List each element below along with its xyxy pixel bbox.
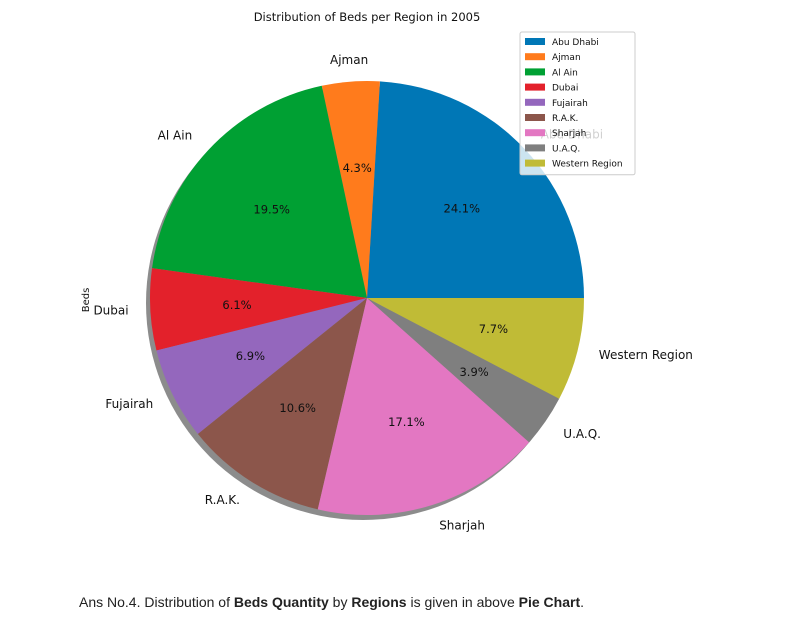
pct-label-u-a-q: 3.9%	[459, 365, 488, 379]
legend-swatch-al-ain	[525, 68, 545, 76]
caption-prefix: Ans No.4. Distribution of	[79, 594, 234, 610]
pct-label-al-ain: 19.5%	[253, 202, 290, 216]
category-label-sharjah: Sharjah	[439, 519, 485, 533]
category-label-western-region: Western Region	[599, 348, 693, 362]
pie-slice-u-a-q	[367, 298, 560, 443]
pct-label-fujairah: 6.9%	[236, 349, 265, 363]
legend-swatch-fujairah	[525, 98, 545, 106]
legend-swatch-r-a-k	[525, 114, 545, 121]
pct-label-abu-dhabi: 24.1%	[444, 202, 481, 216]
pie-slice-ajman	[321, 80, 380, 298]
pie-slice-fujairah	[156, 298, 367, 434]
pie-slice-abu-dhabi	[367, 81, 584, 298]
legend-swatch-western-region	[525, 159, 545, 167]
legend-label-ajman: Ajman	[552, 53, 581, 63]
pct-label-r-a-k: 10.6%	[279, 401, 316, 415]
legend-label-western-region: Western Region	[552, 160, 623, 170]
pie-slice-sharjah	[317, 298, 530, 515]
category-label-al-ain: Al Ain	[158, 128, 193, 142]
pie-slices	[150, 80, 584, 515]
legend-swatch-abu-dhabi	[525, 38, 545, 45]
caption-mid-1: by	[328, 594, 352, 610]
category-label-ajman: Ajman	[330, 53, 368, 67]
pie-slice-dubai	[150, 268, 367, 351]
legend-label-abu-dhabi: Abu Dhabi	[552, 38, 599, 48]
legend-label-sharjah: Sharjah	[552, 129, 586, 139]
chart-title: Distribution of Beds per Region in 2005	[254, 10, 481, 24]
category-label-dubai: Dubai	[93, 304, 128, 318]
legend-label-dubai: Dubai	[552, 84, 578, 94]
pct-label-western-region: 7.7%	[479, 322, 508, 336]
pct-label-dubai: 6.1%	[222, 298, 251, 312]
pie-slice-r-a-k	[197, 298, 367, 510]
y-axis-label: Beds	[81, 288, 92, 313]
pie-slice-al-ain	[152, 85, 367, 299]
legend-swatch-sharjah	[525, 129, 545, 137]
caption-bold-regions: Regions	[351, 594, 407, 610]
legend-label-al-ain: Al Ain	[552, 68, 578, 78]
category-label-u-a-q: U.A.Q.	[563, 427, 601, 441]
legend-label-fujairah: Fujairah	[552, 99, 588, 109]
category-label-r-a-k: R.A.K.	[205, 493, 240, 507]
caption-bold-pie-chart: Pie Chart	[518, 594, 581, 610]
legend: Abu Dhabi Ajman Al Ain Dubai Fujairah R.A.K. S…	[519, 31, 636, 176]
category-label-fujairah: Fujairah	[105, 397, 153, 411]
answer-caption: Ans No.4. Distribution of Beds Quantity …	[79, 594, 584, 610]
caption-mid-2: is given in above	[406, 594, 519, 610]
legend-swatch-u-a-q	[525, 144, 545, 152]
caption-bold-beds-quantity: Beds Quantity	[233, 594, 329, 610]
pie-chart: Distribution of Beds per Region in 2005 …	[81, 10, 693, 533]
legend-swatch-ajman	[525, 53, 545, 61]
legend-box	[519, 31, 636, 176]
legend-swatch-dubai	[525, 83, 545, 91]
legend-label-r-a-k: R.A.K.	[552, 114, 578, 124]
pct-label-sharjah: 17.1%	[388, 415, 425, 429]
legend-label-u-a-q: U.A.Q.	[552, 144, 580, 154]
pct-label-ajman: 4.3%	[343, 161, 372, 175]
caption-suffix: .	[580, 594, 585, 610]
pie-slice-western-region	[367, 298, 584, 399]
